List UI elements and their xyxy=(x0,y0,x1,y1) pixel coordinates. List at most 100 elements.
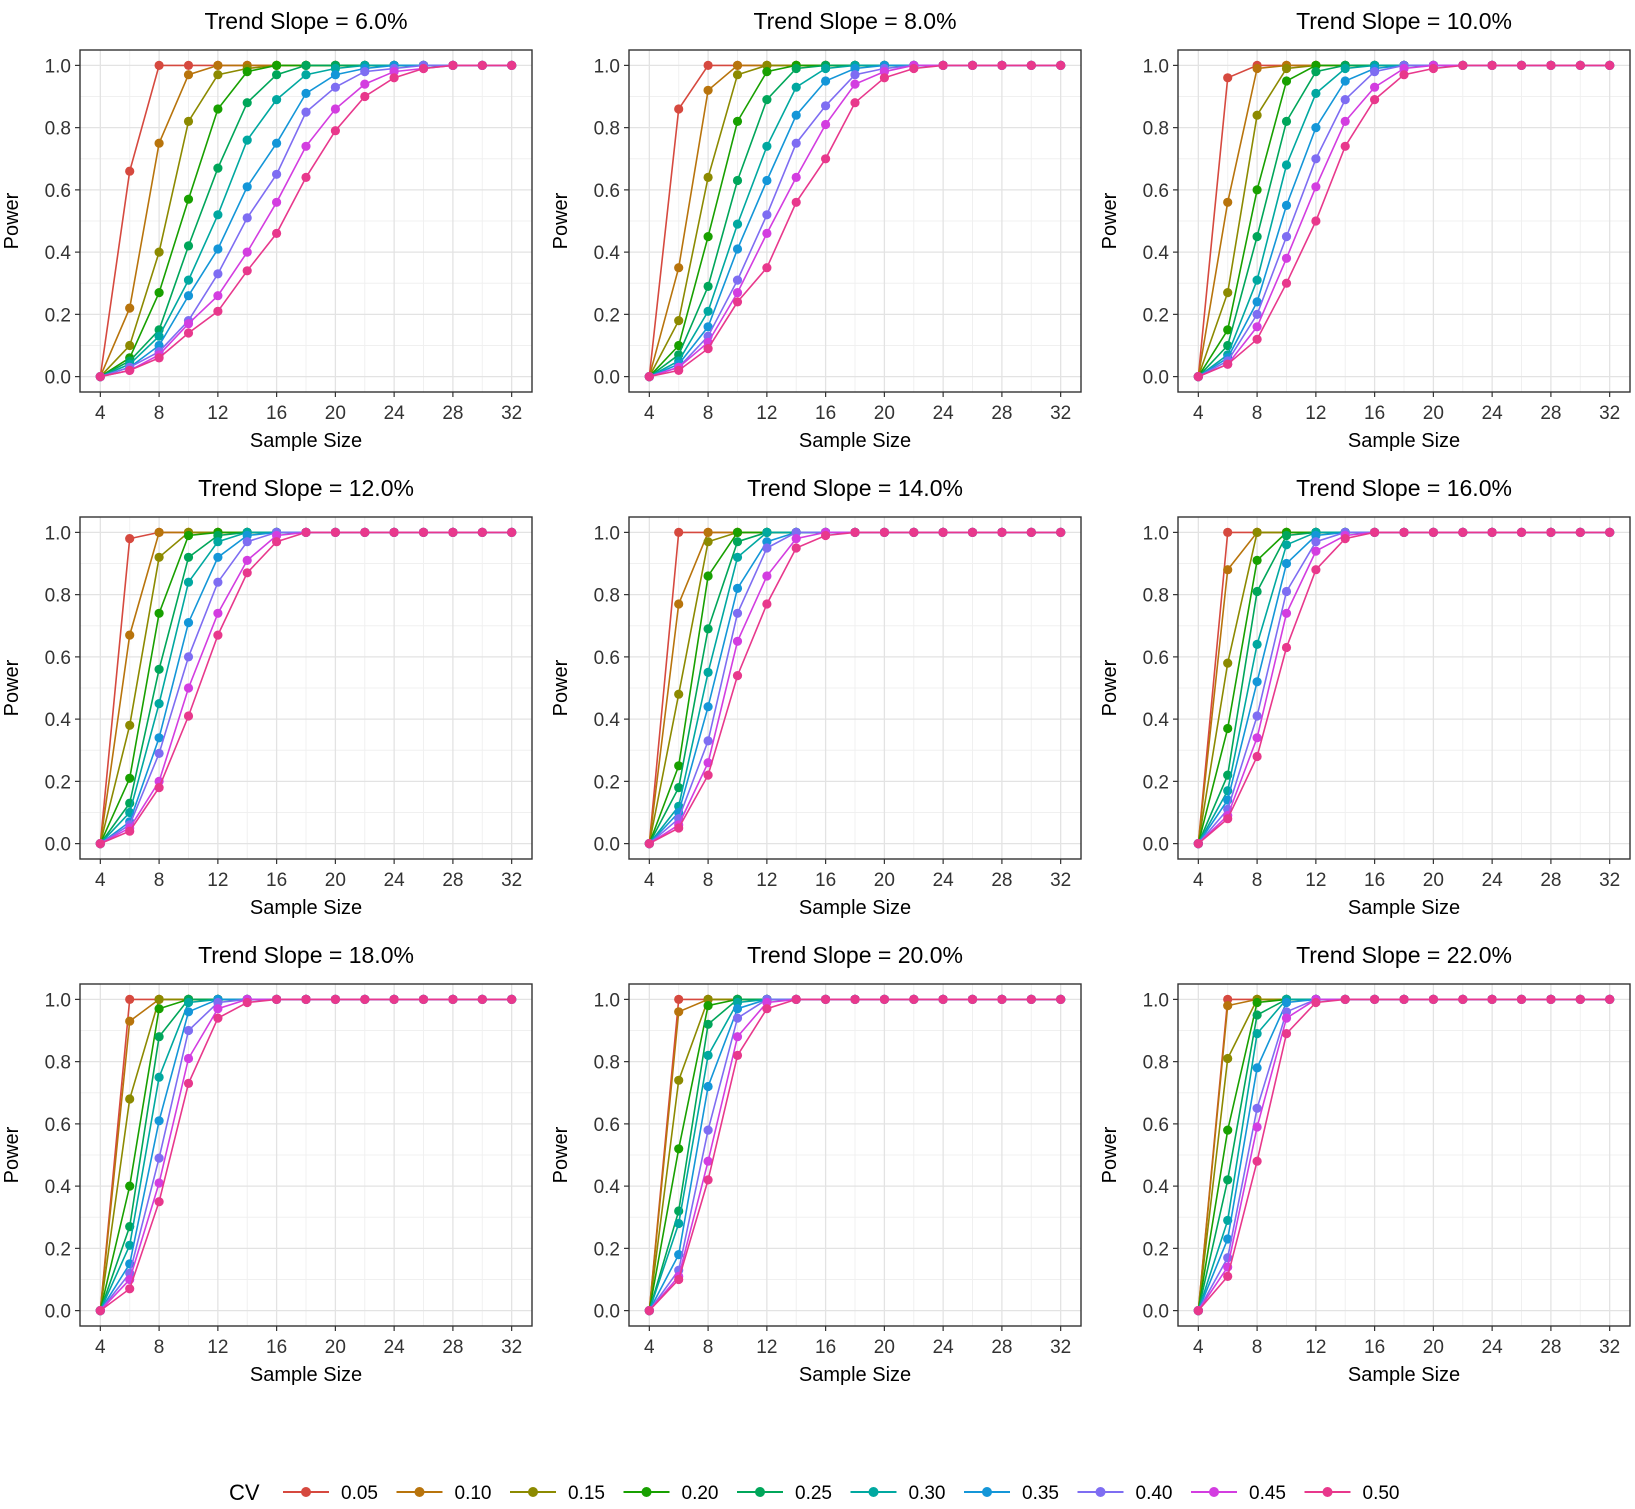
data-point xyxy=(330,994,340,1005)
x-tick-label: 4 xyxy=(1193,403,1204,424)
data-point xyxy=(183,1053,194,1064)
data-point xyxy=(1252,334,1262,344)
x-tick-label: 4 xyxy=(1193,1337,1204,1358)
data-point xyxy=(330,527,340,538)
data-point xyxy=(1281,253,1292,263)
data-point xyxy=(644,1306,654,1316)
data-point xyxy=(301,141,311,151)
data-point xyxy=(125,340,135,351)
x-tick-label: 16 xyxy=(815,1337,836,1358)
x-tick-label: 4 xyxy=(95,870,106,891)
data-point xyxy=(732,244,743,254)
data-point xyxy=(703,1125,713,1135)
x-tick-label: 16 xyxy=(815,870,836,891)
data-point xyxy=(1223,527,1233,538)
data-point xyxy=(125,630,135,640)
data-point xyxy=(1428,994,1438,1005)
data-point xyxy=(1340,141,1350,151)
data-point xyxy=(997,527,1007,538)
y-tick-label: 0.8 xyxy=(45,119,71,140)
data-point xyxy=(1281,76,1292,86)
data-point xyxy=(301,172,311,182)
data-point xyxy=(703,306,713,316)
data-point xyxy=(1605,60,1615,70)
chart-panels: 0.0 0.2 0.4 0.6 0.8 1.0 4 8 12 16 20 24 28 32 Trend Sl… xyxy=(1,8,1631,1386)
data-point xyxy=(821,76,831,86)
data-point xyxy=(125,1094,135,1104)
data-point xyxy=(272,994,282,1005)
data-point xyxy=(1252,1063,1262,1073)
data-point xyxy=(1056,994,1066,1005)
y-tick-label: 1.0 xyxy=(594,56,620,77)
data-point xyxy=(1340,95,1350,105)
data-point xyxy=(1370,82,1380,92)
data-point xyxy=(183,60,194,70)
data-point xyxy=(732,297,743,307)
data-point xyxy=(360,67,370,77)
data-point xyxy=(183,618,194,628)
data-point xyxy=(791,82,801,92)
data-point xyxy=(703,624,713,634)
data-point xyxy=(703,322,713,332)
y-tick-label: 0.6 xyxy=(594,1115,620,1136)
data-point xyxy=(1223,1053,1233,1064)
data-point xyxy=(791,534,801,544)
data-point xyxy=(1026,60,1036,70)
data-point xyxy=(850,70,860,80)
data-point xyxy=(1252,677,1262,687)
data-point xyxy=(1311,67,1321,77)
data-point xyxy=(1370,994,1380,1005)
data-point xyxy=(703,60,713,70)
x-tick-label: 28 xyxy=(991,870,1012,891)
y-tick-label: 0.2 xyxy=(1143,1239,1169,1260)
data-point xyxy=(1223,814,1233,824)
data-point xyxy=(674,1144,684,1154)
legend-label: 0.15 xyxy=(568,1483,605,1504)
data-point xyxy=(1223,1234,1233,1244)
x-axis-title: Sample Size xyxy=(250,1364,362,1386)
data-point xyxy=(644,839,654,849)
data-point xyxy=(154,733,164,743)
data-point xyxy=(850,994,860,1005)
data-point xyxy=(762,1004,772,1014)
data-point xyxy=(762,571,772,581)
y-tick-label: 0.2 xyxy=(45,305,71,326)
data-point xyxy=(1026,527,1036,538)
data-point xyxy=(183,70,194,80)
data-point xyxy=(1252,309,1262,319)
panel-border xyxy=(79,516,533,860)
data-point xyxy=(1487,527,1497,538)
data-point xyxy=(242,67,252,77)
panel-border xyxy=(1177,49,1631,393)
x-tick-label: 28 xyxy=(442,1337,463,1358)
data-point xyxy=(125,994,135,1005)
data-point xyxy=(242,98,252,108)
data-point xyxy=(821,101,831,111)
y-axis-title: Power xyxy=(550,192,572,249)
data-point xyxy=(95,372,105,382)
x-axis-title: Sample Size xyxy=(799,1364,911,1386)
y-tick-label: 0.8 xyxy=(1143,119,1169,140)
data-point xyxy=(154,1032,164,1042)
data-point xyxy=(183,291,194,301)
data-point xyxy=(1193,372,1203,382)
y-tick-label: 0.2 xyxy=(1143,772,1169,793)
data-point xyxy=(1428,527,1438,538)
data-point xyxy=(360,91,370,102)
data-point xyxy=(762,263,772,273)
y-axis-title: Power xyxy=(1099,192,1121,249)
data-point xyxy=(242,555,252,566)
data-point xyxy=(330,70,340,80)
data-point xyxy=(1546,994,1556,1005)
y-tick-label: 0.8 xyxy=(594,1053,620,1074)
y-tick-label: 0.8 xyxy=(594,119,620,140)
data-point xyxy=(732,275,743,285)
data-point xyxy=(242,266,252,276)
y-tick-label: 0.0 xyxy=(45,835,71,856)
data-point xyxy=(301,60,311,70)
data-point xyxy=(360,527,370,538)
data-point xyxy=(1281,160,1292,170)
x-tick-label: 20 xyxy=(325,1337,346,1358)
data-point xyxy=(1252,555,1262,566)
